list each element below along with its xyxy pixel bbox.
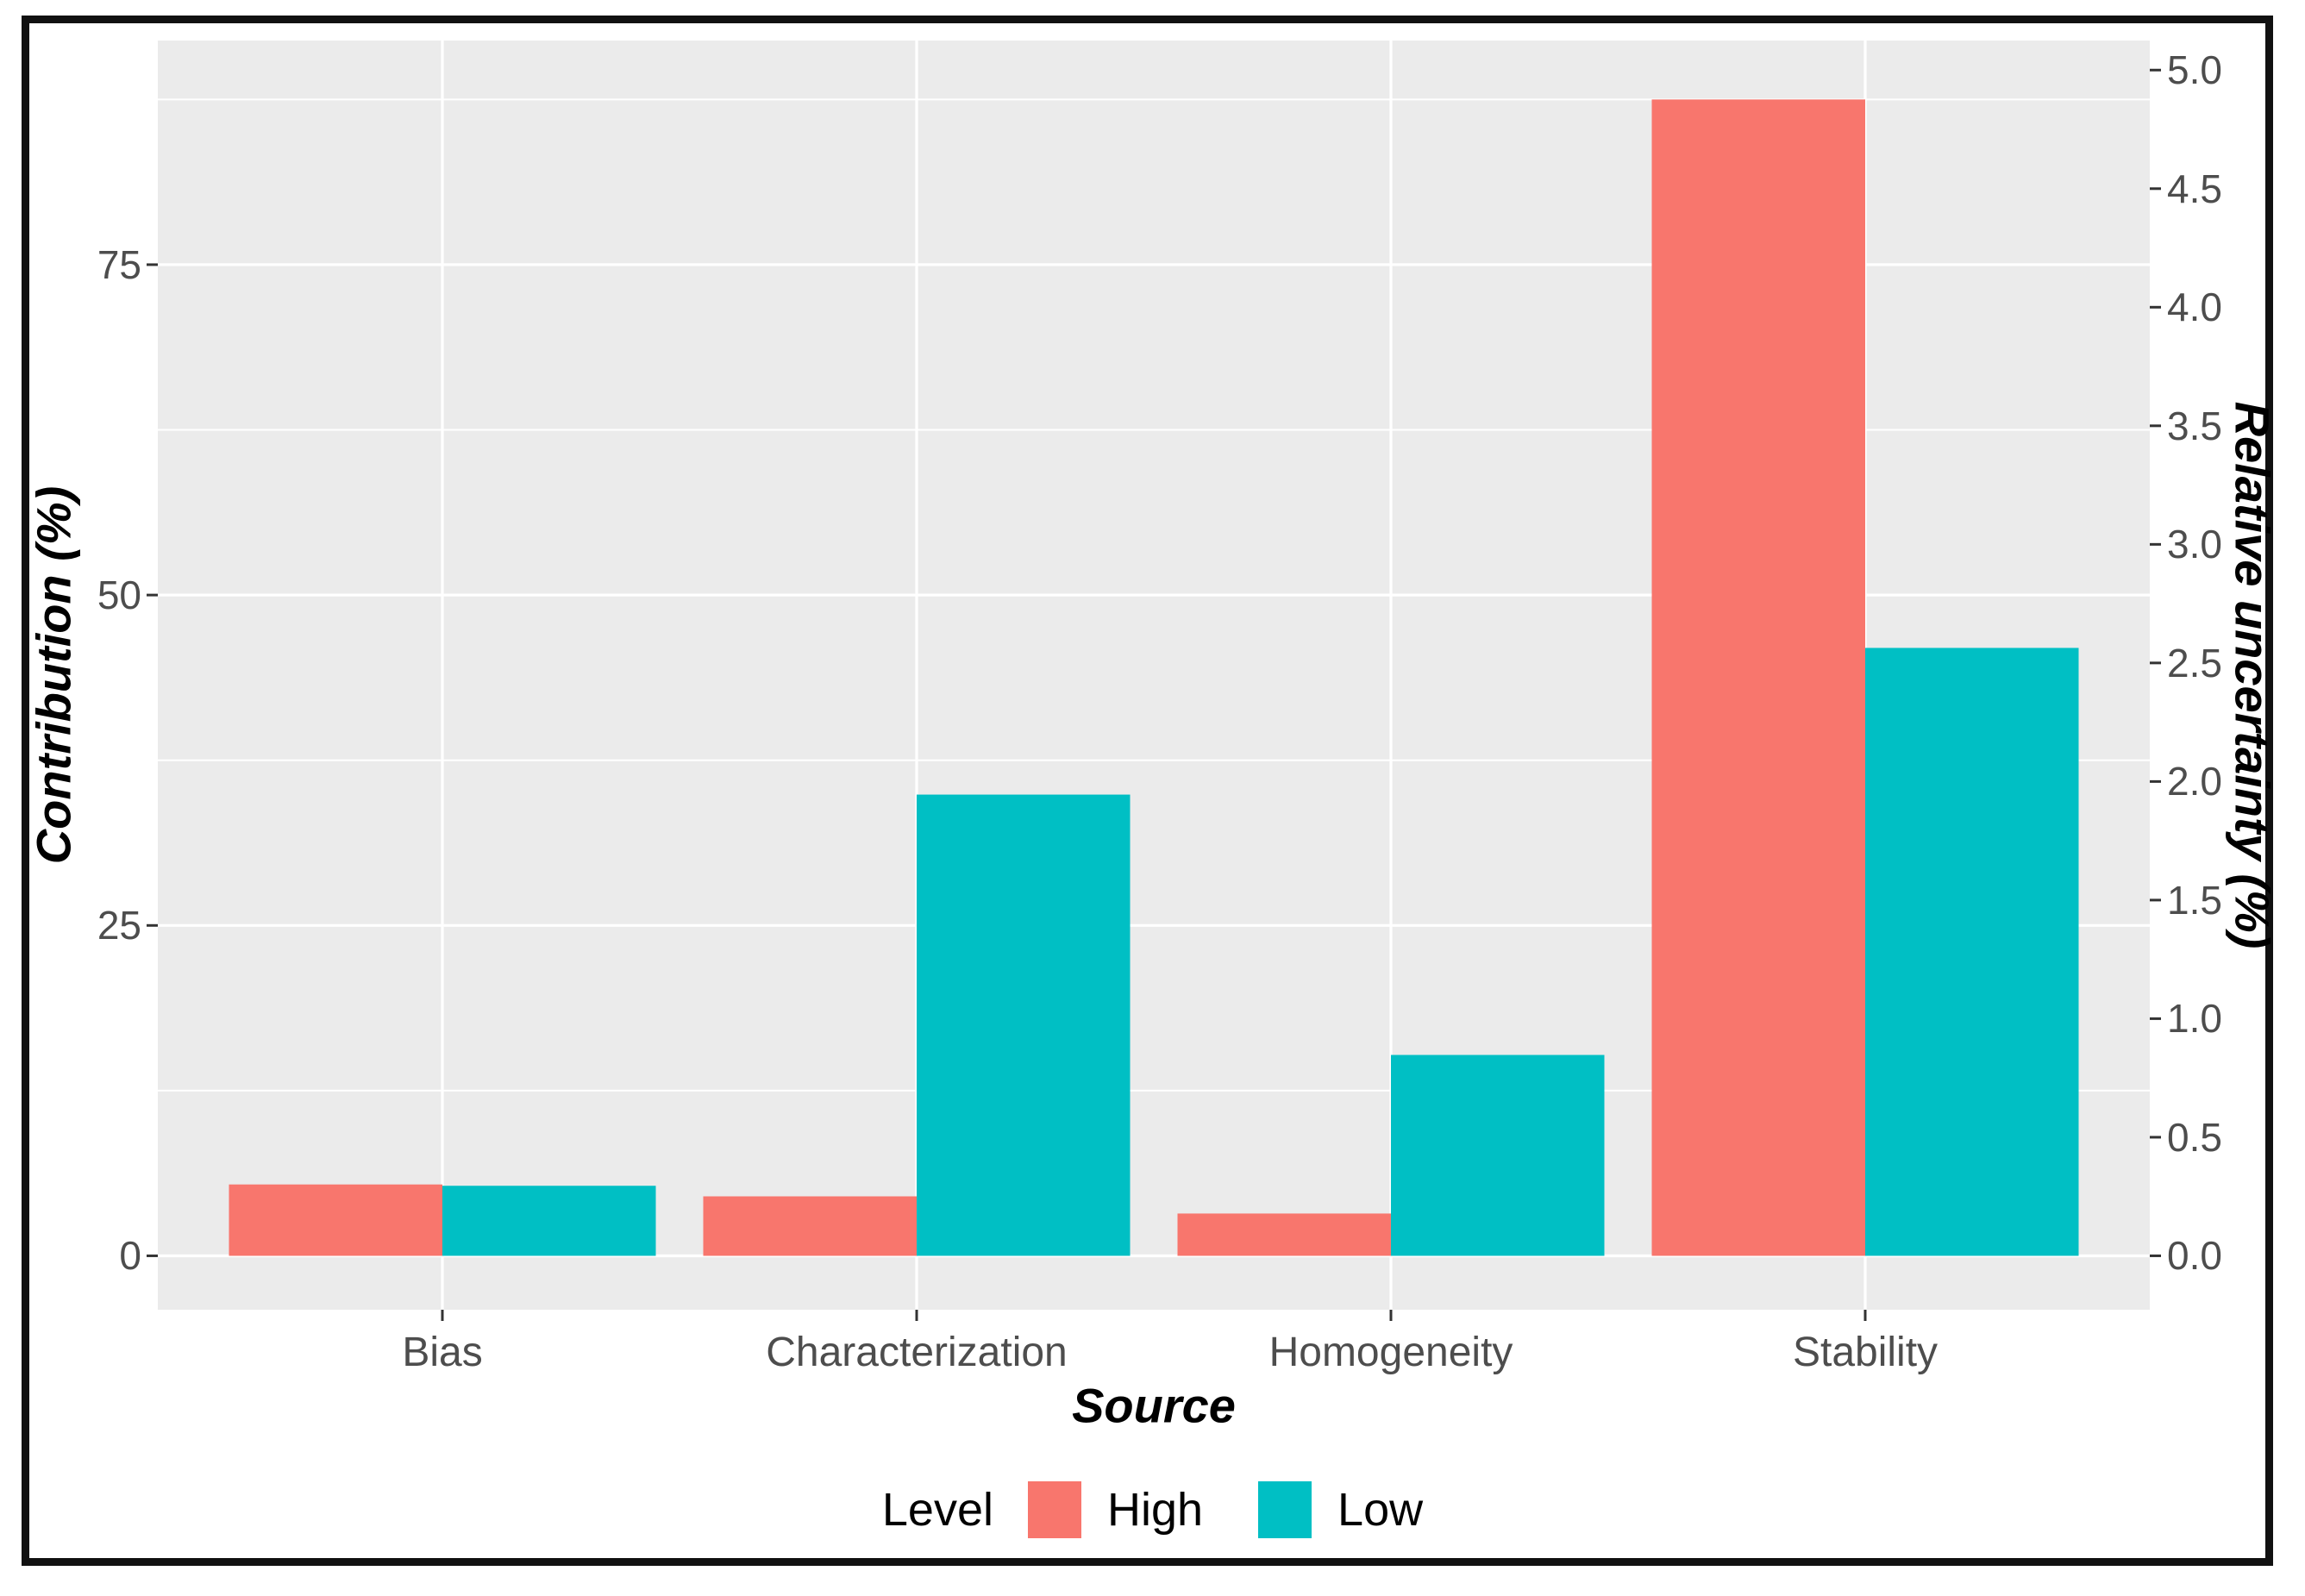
y-right-tick-label: 3.0 [2167, 522, 2222, 567]
x-category-label: Characterization [766, 1330, 1068, 1375]
x-category-label: Stability [1792, 1330, 1939, 1375]
x-axis-title: Source [1072, 1378, 1236, 1433]
legend-label-low: Low [1337, 1484, 1424, 1536]
y-right-tick-label: 0.5 [2167, 1114, 2222, 1160]
legend-key-low-swatch [1258, 1481, 1312, 1538]
y-left-tick-label: 0 [119, 1233, 141, 1279]
bar-high-homogeneity [1177, 1213, 1391, 1256]
bar-high-bias [229, 1184, 442, 1256]
legend-title: Level [881, 1484, 993, 1536]
y-left-tick-label: 75 [97, 241, 141, 287]
legend-label-high: High [1106, 1484, 1204, 1536]
bar-low-characterization [917, 794, 1131, 1256]
y-left-tick-label: 50 [97, 573, 141, 618]
y-right-tick-label: 1.5 [2167, 877, 2222, 923]
y-left-axis-title: Contribution (%) [26, 485, 81, 865]
bar-high-stability [1651, 99, 1865, 1256]
y-right-tick-label: 2.5 [2167, 640, 2222, 685]
figure-border [22, 16, 2273, 1566]
bar-high-characterization [703, 1196, 917, 1256]
legend-key-high-swatch [1027, 1481, 1081, 1538]
x-category-label: Bias [402, 1330, 483, 1375]
y-left-tick-label: 25 [97, 903, 141, 948]
y-right-tick-label: 2.0 [2167, 759, 2222, 804]
y-right-tick-label: 4.0 [2167, 285, 2222, 330]
y-right-tick-label: 5.0 [2167, 47, 2222, 93]
y-right-tick-label: 4.5 [2167, 166, 2222, 211]
bar-low-bias [442, 1186, 656, 1256]
y-right-tick-label: 3.5 [2167, 403, 2222, 448]
y-right-tick-label: 1.0 [2167, 996, 2222, 1042]
y-right-axis-title: Relative uncertainty (%) [2225, 401, 2280, 949]
y-right-tick-label: 0.0 [2167, 1233, 2222, 1279]
bar-low-homogeneity [1391, 1055, 1605, 1256]
legend: Level High Low [0, 1476, 2305, 1543]
x-category-label: Homogeneity [1268, 1330, 1513, 1375]
bar-low-stability [1865, 648, 2079, 1256]
